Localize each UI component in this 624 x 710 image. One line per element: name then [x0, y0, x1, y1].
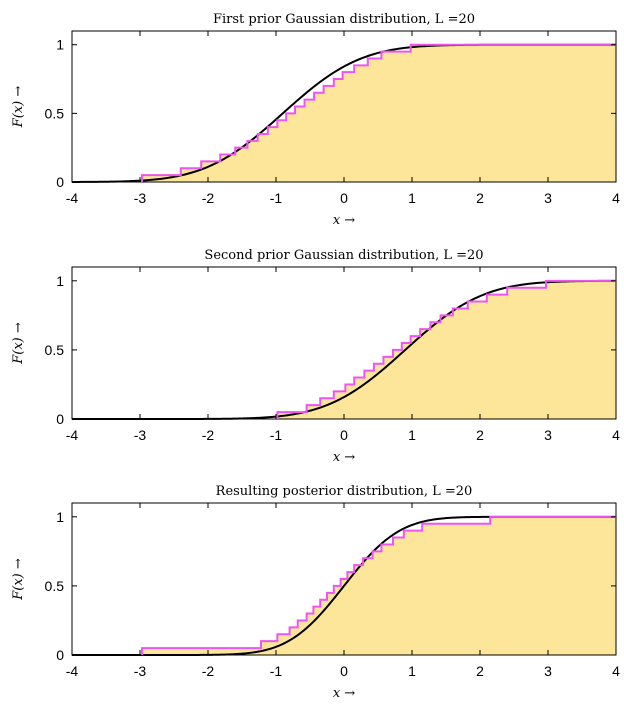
empirical-cdf-line: [276, 279, 616, 419]
chart-panel-3: -4 -3 -2 -1 0 1 2 3 4 0 0.5 1 Resulting posterior di…: [11, 484, 620, 701]
x-tick-label: 4: [612, 663, 620, 679]
y-tick-label: 0.5: [45, 105, 65, 121]
x-tick-label: -1: [270, 427, 283, 443]
chart-title: Resulting posterior distribution, L =20: [216, 484, 473, 499]
x-tick-label: 1: [408, 663, 416, 679]
y-tick-label: 0: [56, 647, 64, 663]
x-axis-label: x →: [333, 213, 355, 228]
y-tick-label: 1: [56, 509, 64, 525]
x-tick-label: 1: [408, 427, 416, 443]
x-axis-label: x →: [333, 450, 355, 465]
x-tick-label: 3: [544, 427, 552, 443]
chart-title: First prior Gaussian distribution, L =20: [213, 12, 475, 27]
chart-panel-2: -4 -3 -2 -1 0 1 2 3 4 0 0.5 1 Second prior Gaussian …: [11, 248, 620, 465]
x-tick-label: -1: [270, 663, 283, 679]
y-tick-label: 0: [56, 411, 64, 427]
y-tick-label: 0.5: [45, 578, 65, 594]
x-tick-label: 1: [408, 190, 416, 206]
y-tick-label: 0.5: [45, 342, 65, 358]
x-tick-label: -3: [134, 190, 147, 206]
x-tick-label: -2: [202, 427, 215, 443]
x-tick-label: -4: [66, 190, 79, 206]
x-tick-label: 0: [340, 190, 348, 206]
y-axis-label: F(x) →: [11, 322, 26, 365]
x-tick-label: -4: [66, 663, 79, 679]
x-tick-label: -2: [202, 190, 215, 206]
x-tick-label: 0: [340, 427, 348, 443]
empirical-cdf-line: [141, 43, 616, 182]
x-tick-label: 3: [544, 190, 552, 206]
x-tick-label: 3: [544, 663, 552, 679]
y-axis-label: F(x) →: [11, 86, 26, 129]
x-tick-label: 2: [476, 427, 484, 443]
y-tick-label: 1: [56, 37, 64, 53]
chart-panel-1: -4 -3 -2 -1 0 1 2 3 4 0 0.5 1 First prior Gaussian d…: [11, 12, 620, 228]
x-tick-label: 2: [476, 190, 484, 206]
y-tick-label: 0: [56, 174, 64, 190]
x-tick-label: -3: [134, 427, 147, 443]
x-axis-label: x →: [333, 686, 355, 701]
x-tick-label: 4: [612, 427, 620, 443]
x-tick-label: -3: [134, 663, 147, 679]
empirical-area-fill: [72, 44, 616, 183]
x-tick-label: -1: [270, 190, 283, 206]
x-tick-label: -4: [66, 427, 79, 443]
y-axis-label: F(x) →: [11, 558, 26, 601]
empirical-cdf-line: [141, 515, 616, 655]
x-tick-label: 0: [340, 663, 348, 679]
y-tick-label: 1: [56, 273, 64, 289]
x-tick-label: 4: [612, 190, 620, 206]
x-tick-label: 2: [476, 663, 484, 679]
x-tick-label: -2: [202, 663, 215, 679]
gaussian-cdf-line: [72, 279, 616, 420]
empirical-area-fill: [72, 280, 616, 419]
chart-title: Second prior Gaussian distribution, L =2…: [204, 248, 483, 263]
